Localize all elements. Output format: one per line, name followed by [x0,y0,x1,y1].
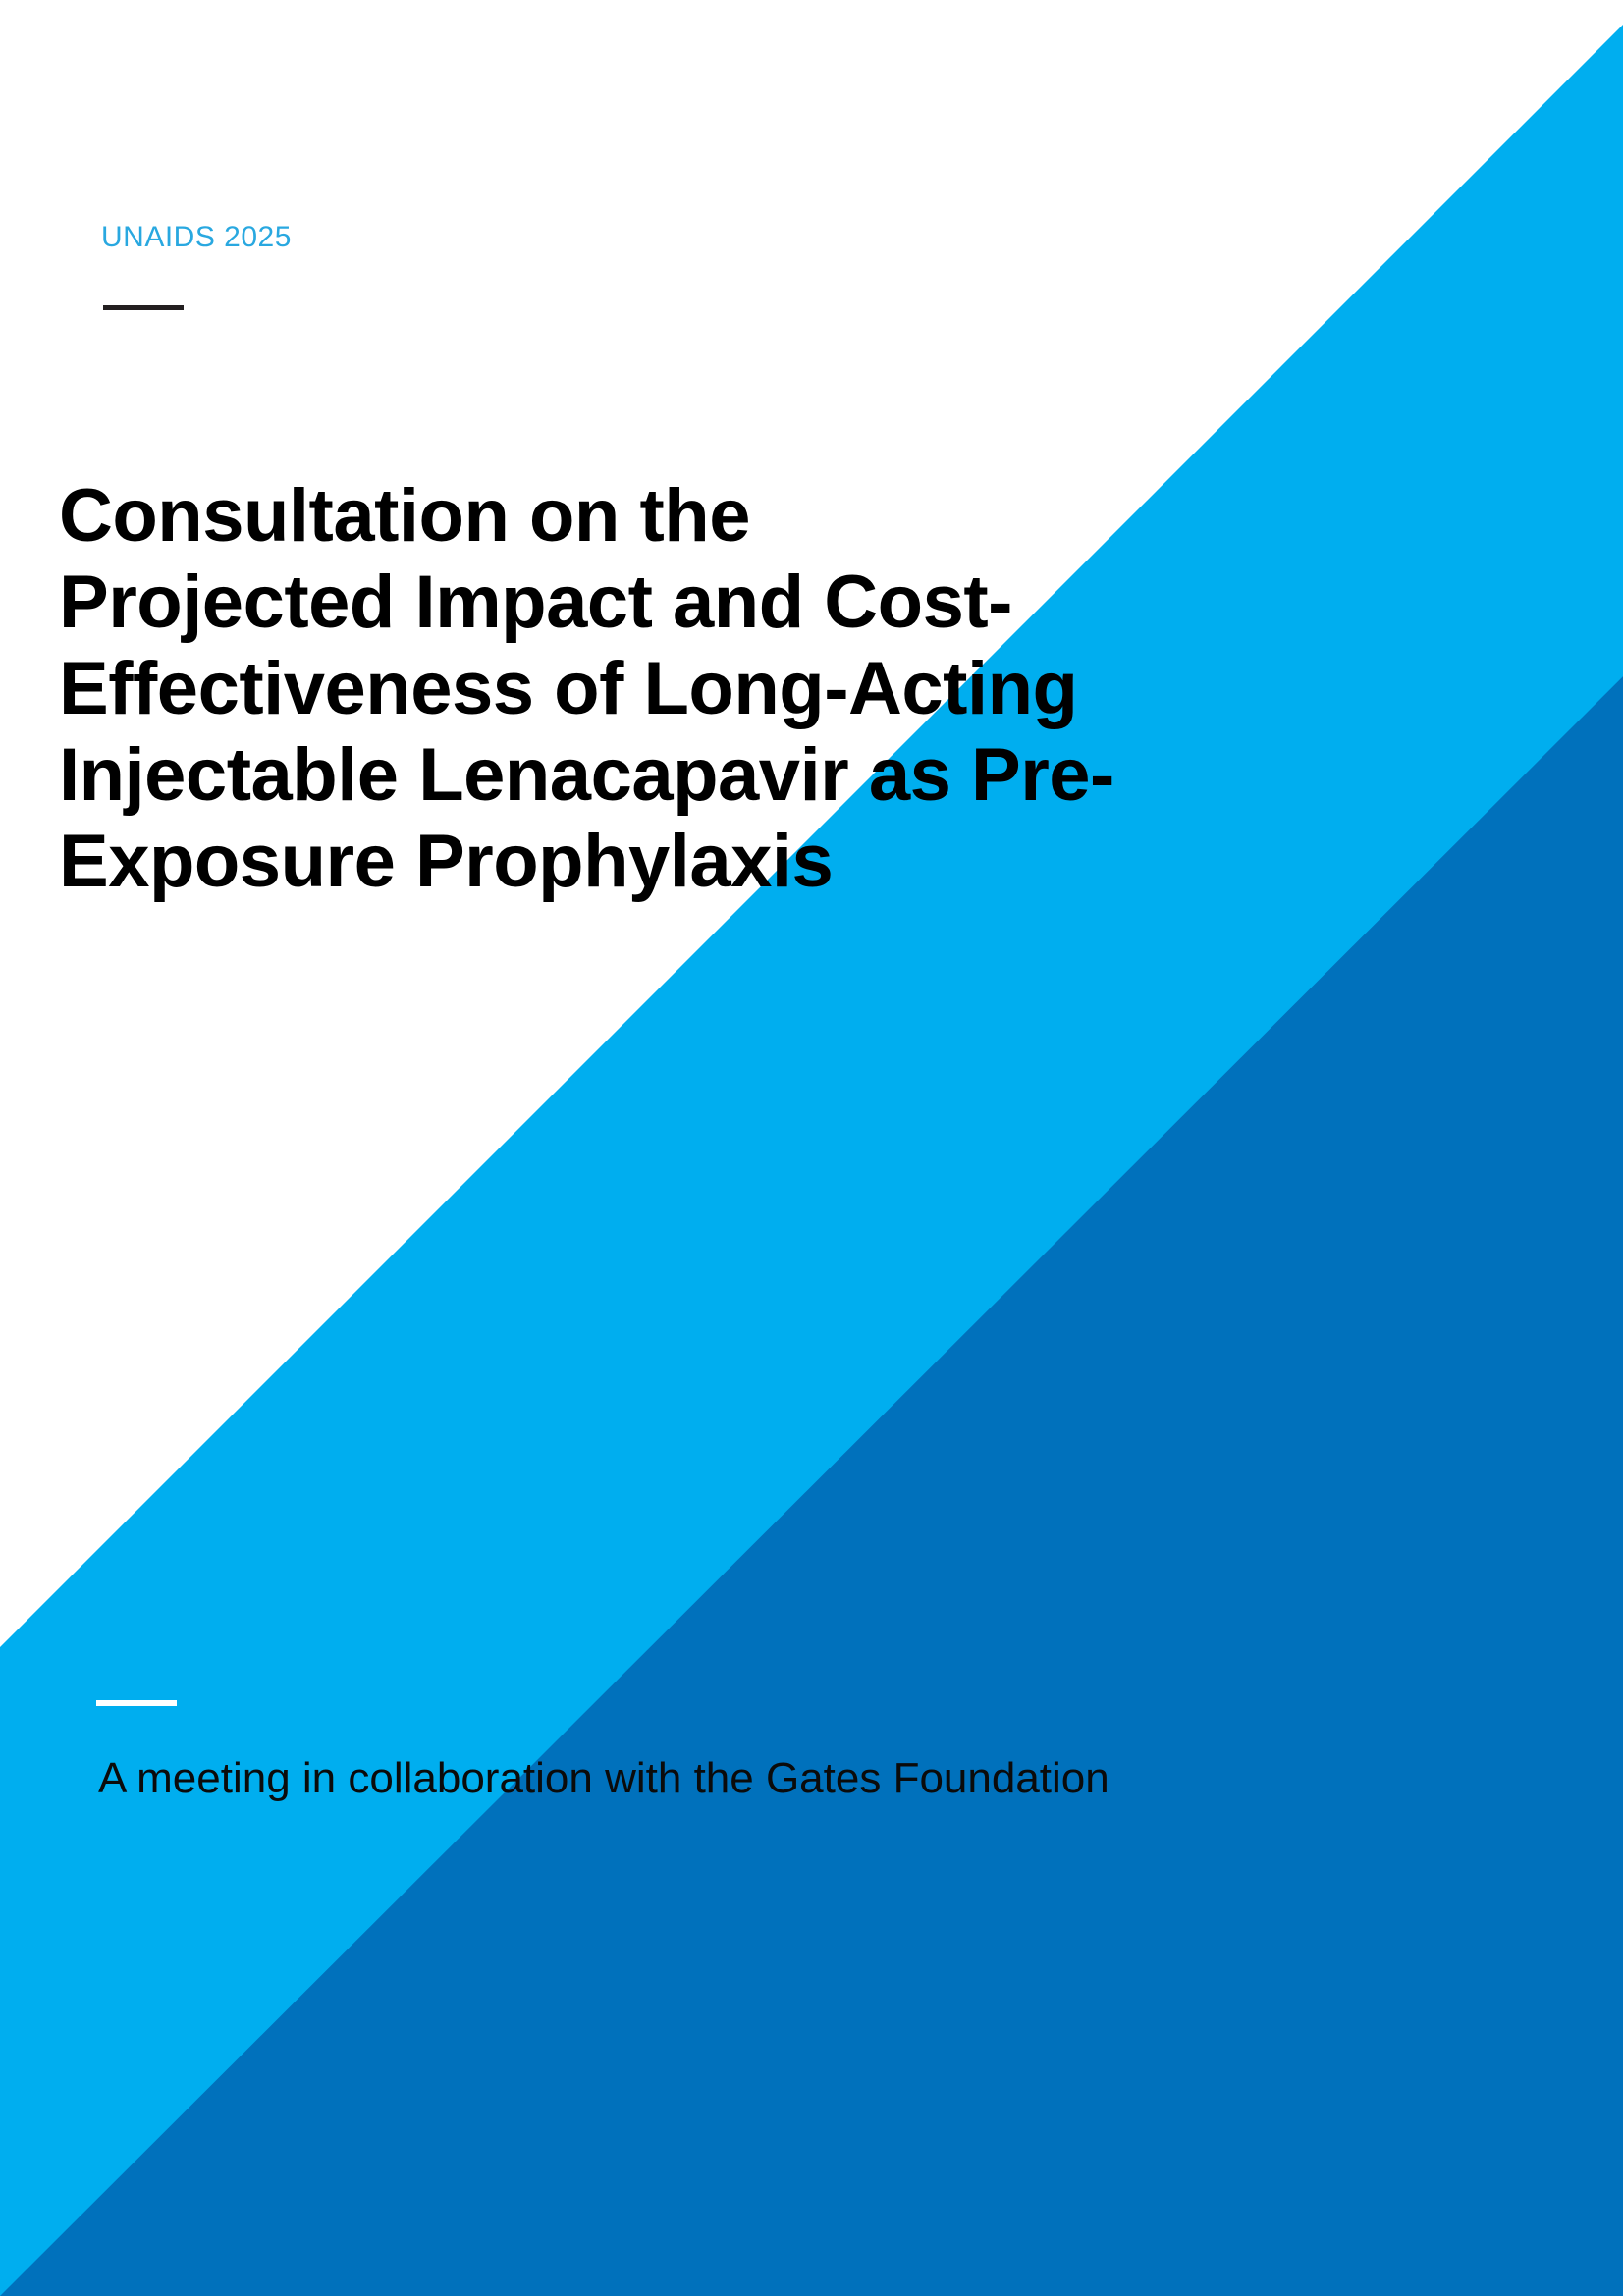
dark-rule [103,305,184,310]
cover-title: Consultation on the Projected Impact and… [59,474,1114,903]
white-rule [96,1700,177,1706]
brand-label: UNAIDS 2025 [101,221,292,253]
cover-subtitle: A meeting in collaboration with the Gate… [98,1754,1109,1802]
